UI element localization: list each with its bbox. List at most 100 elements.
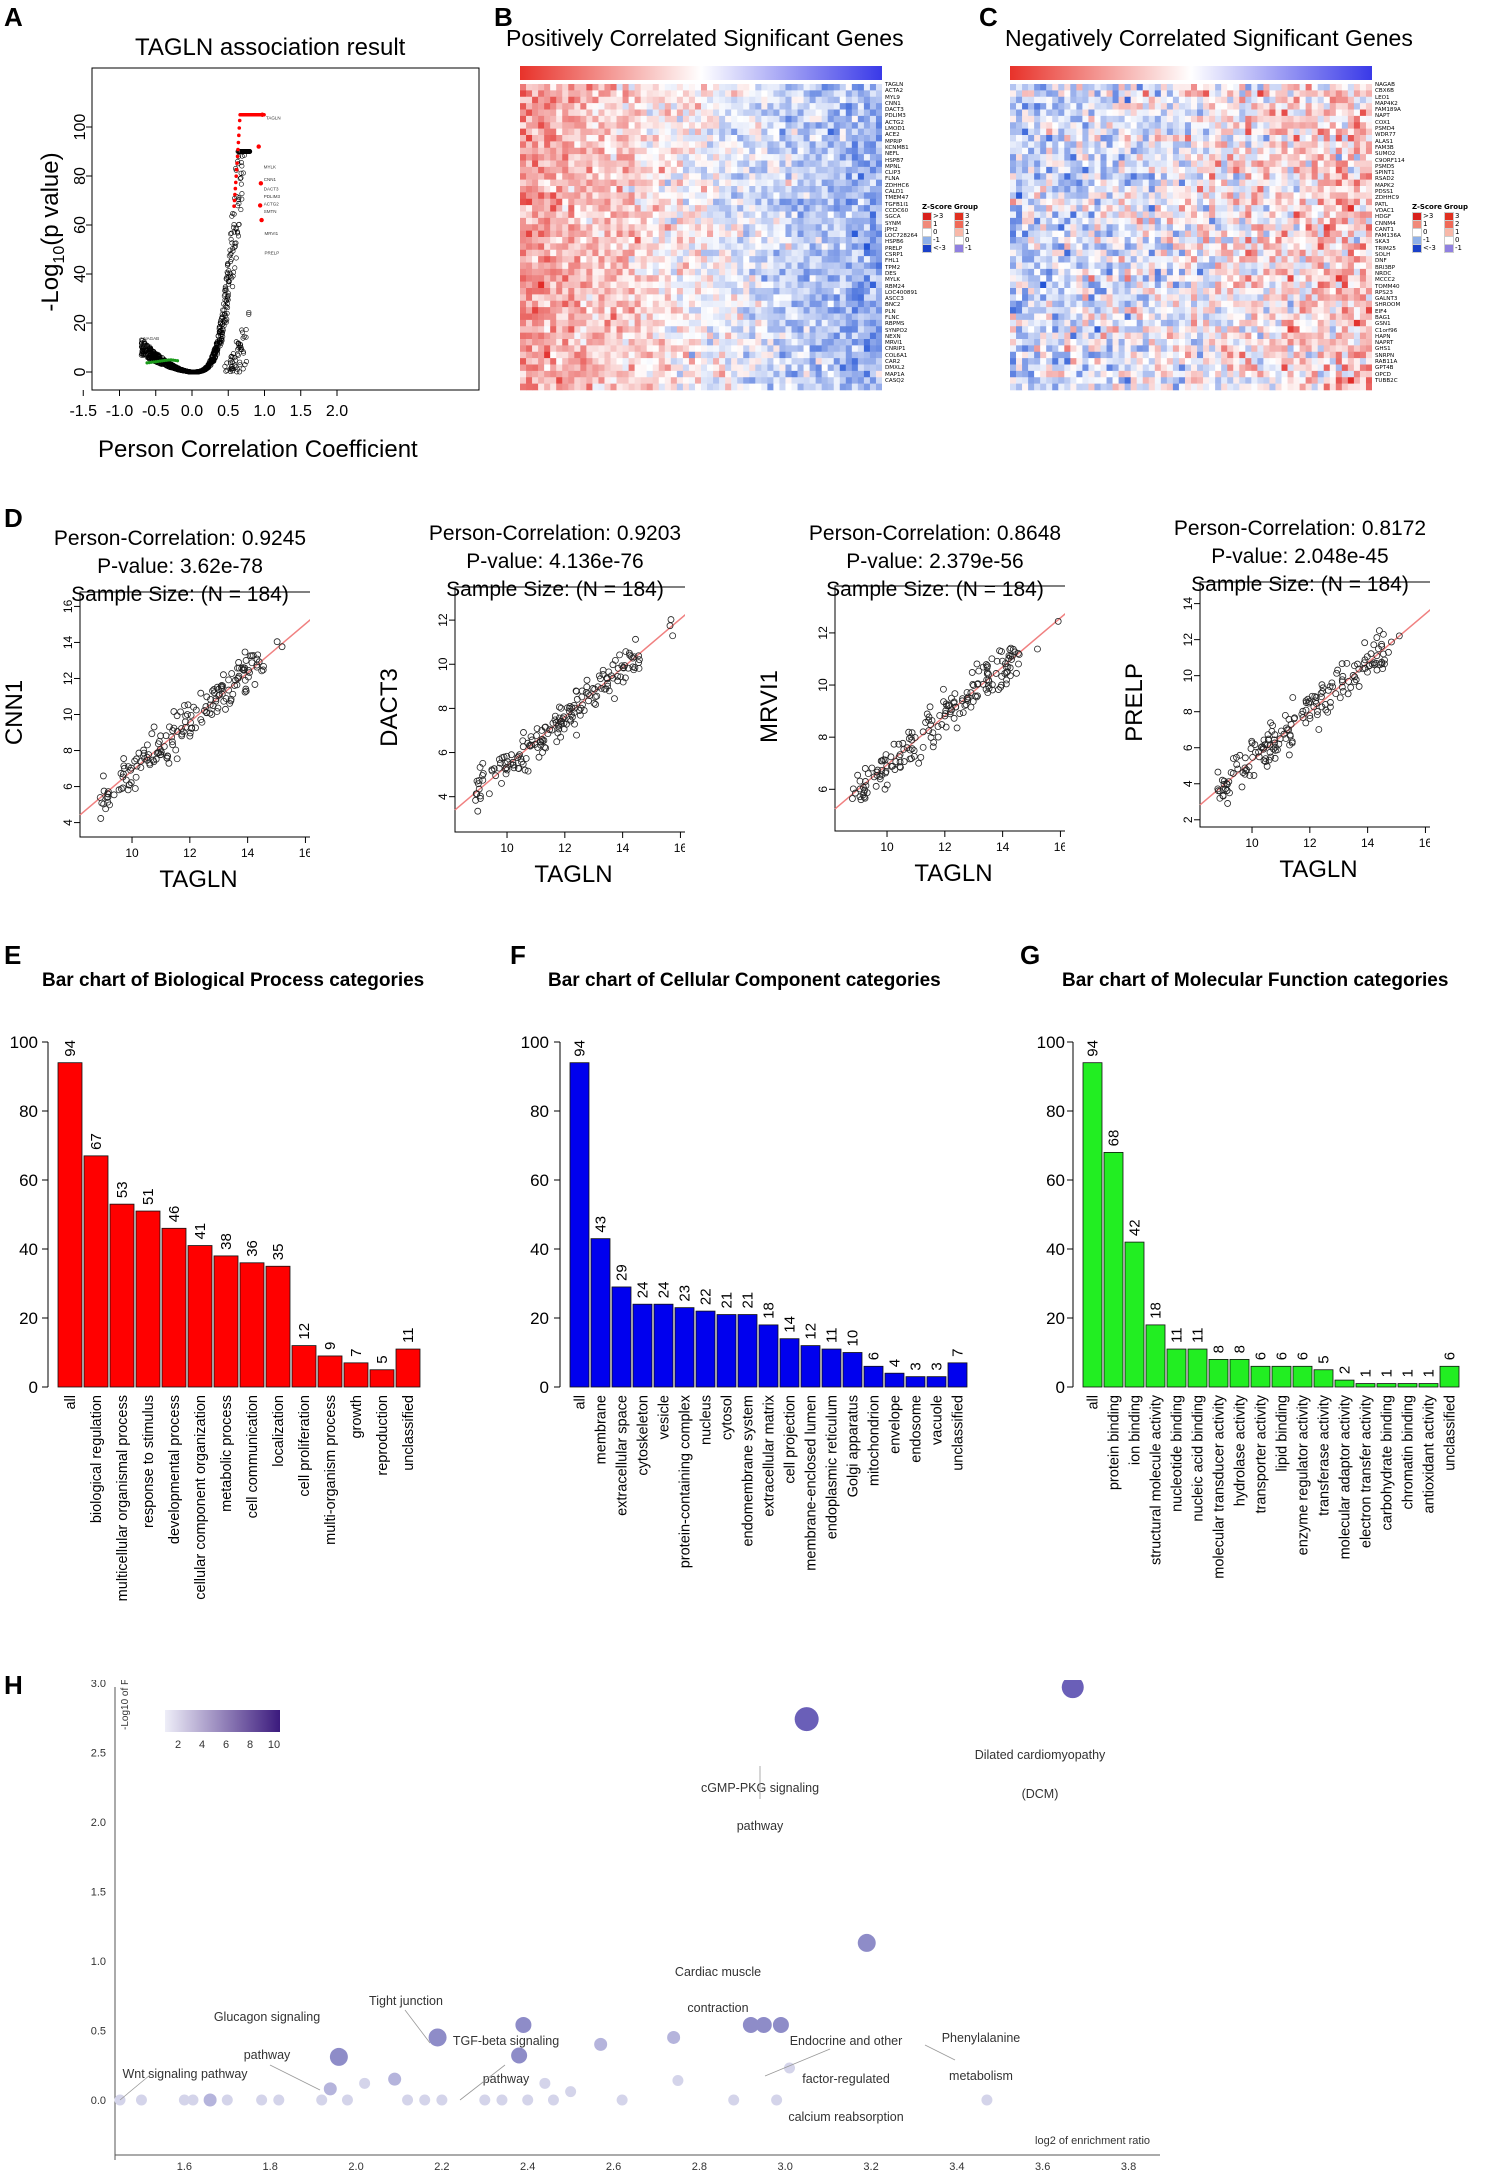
heatmap-cell: [580, 128, 587, 136]
heatmap-cell: [833, 128, 841, 136]
heatmap-cell: [1148, 160, 1156, 168]
heatmap-cell: [1293, 96, 1300, 104]
heatmap-cell: [1215, 186, 1222, 193]
heatmap-cell: [544, 84, 551, 91]
heatmap-cell: [538, 179, 545, 187]
heatmap-cell: [713, 262, 720, 270]
heatmap-cell: [598, 115, 605, 123]
heatmap-cell: [1221, 154, 1228, 161]
heatmap-cell: [688, 103, 696, 110]
heatmap-cell: [1154, 109, 1162, 117]
heatmap-cell: [731, 313, 738, 321]
heatmap-cell: [863, 345, 871, 353]
heatmap-cell: [1178, 115, 1186, 123]
heatmap-cell: [664, 288, 672, 295]
heatmap-cell: [634, 288, 641, 295]
heatmap-cell: [688, 281, 696, 289]
heatmap-cell: [719, 96, 726, 104]
heatmap-cell: [574, 128, 581, 136]
volcano-point: [238, 207, 244, 213]
heatmap-cell: [568, 319, 575, 327]
heatmap-cell: [791, 217, 798, 225]
heatmap-cell: [869, 370, 877, 378]
heatmap-cell: [676, 192, 684, 200]
heatmap-cell: [1028, 122, 1035, 129]
heatmap-cell: [670, 243, 678, 251]
heatmap-cell: [857, 230, 865, 238]
heatmap-cell: [562, 211, 569, 219]
heatmap-cell: [634, 160, 641, 168]
heatmap-cell: [688, 173, 696, 180]
heatmap-cell: [610, 268, 617, 276]
heatmap-cell: [664, 166, 672, 174]
heatmap-cell: [719, 326, 726, 333]
heatmap-cell: [1118, 103, 1125, 110]
volcano-point: [240, 366, 246, 372]
heatmap-cell: [713, 275, 720, 282]
heatmap-cell: [640, 237, 647, 244]
heatmap-cell: [839, 205, 847, 212]
heatmap-cell: [767, 383, 774, 391]
heatmap-cell: [1245, 122, 1252, 129]
heatmap-cells-positive: [520, 84, 882, 391]
heatmap-cell: [785, 300, 792, 308]
heatmap-cell: [1016, 128, 1023, 136]
heatmap-cell: [869, 192, 877, 200]
heatmap-cell: [1305, 103, 1312, 110]
heatmap-cell: [1136, 128, 1144, 136]
heatmap-cell: [688, 351, 696, 359]
heatmap-cell: [634, 281, 641, 289]
gene-label: TPM2: [885, 264, 901, 271]
heatmap-cell: [773, 275, 780, 282]
heatmap-cell: [1148, 179, 1156, 187]
heatmap-cell: [658, 307, 666, 314]
heatmap-cell: [815, 377, 822, 384]
heatmap-cell: [574, 84, 581, 91]
heatmap-cell: [851, 103, 859, 110]
heatmap-cell: [538, 339, 545, 346]
heatmap-cell: [1287, 115, 1294, 123]
heatmap-cell: [646, 115, 654, 123]
heatmap-cell: [743, 383, 750, 391]
heatmap-cell: [544, 326, 551, 333]
heatmap-cell: [1263, 173, 1270, 180]
heatmap-cell: [1275, 154, 1282, 161]
heatmap-cell: [550, 192, 557, 200]
heatmap-cell: [652, 262, 660, 270]
heatmap-cell: [604, 128, 611, 136]
heatmap-cell: [809, 358, 816, 365]
heatmap-cell: [815, 319, 822, 327]
heatmap-cell: [568, 243, 575, 251]
heatmap-cell: [550, 173, 557, 180]
heatmap-cell: [604, 294, 611, 302]
heatmap-cell: [1046, 128, 1053, 136]
heatmap-cell: [761, 319, 768, 327]
heatmap-cell: [851, 135, 859, 142]
heatmap-cell: [658, 326, 666, 333]
heatmap-cell: [694, 345, 702, 353]
heatmap-cell: [857, 90, 865, 98]
heatmap-cell: [857, 307, 865, 314]
heatmap-cell: [701, 313, 708, 321]
heatmap-cell: [556, 326, 563, 333]
heatmap-cell: [628, 128, 635, 136]
heatmap-cell: [694, 84, 702, 91]
heatmap-cell: [755, 268, 762, 276]
heatmap-cell: [610, 319, 617, 327]
heatmap-cell: [875, 262, 882, 270]
heatmap-cell: [731, 230, 738, 238]
heatmap-cell: [839, 96, 847, 104]
heatmap-cell: [670, 217, 678, 225]
heatmap-cell: [713, 332, 720, 340]
heatmap-cell: [1184, 154, 1192, 161]
heatmap-cell: [1215, 96, 1222, 104]
heatmap-cell: [538, 224, 545, 231]
heatmap-cell: [526, 383, 533, 391]
heatmap-cell: [851, 109, 859, 117]
heatmap-cell: [707, 332, 714, 340]
heatmap-cell: [652, 288, 660, 295]
heatmap-cell: [664, 84, 672, 91]
heatmap-cell: [664, 319, 672, 327]
heatmap-cell: [622, 198, 629, 206]
heatmap-cell: [1197, 122, 1204, 129]
